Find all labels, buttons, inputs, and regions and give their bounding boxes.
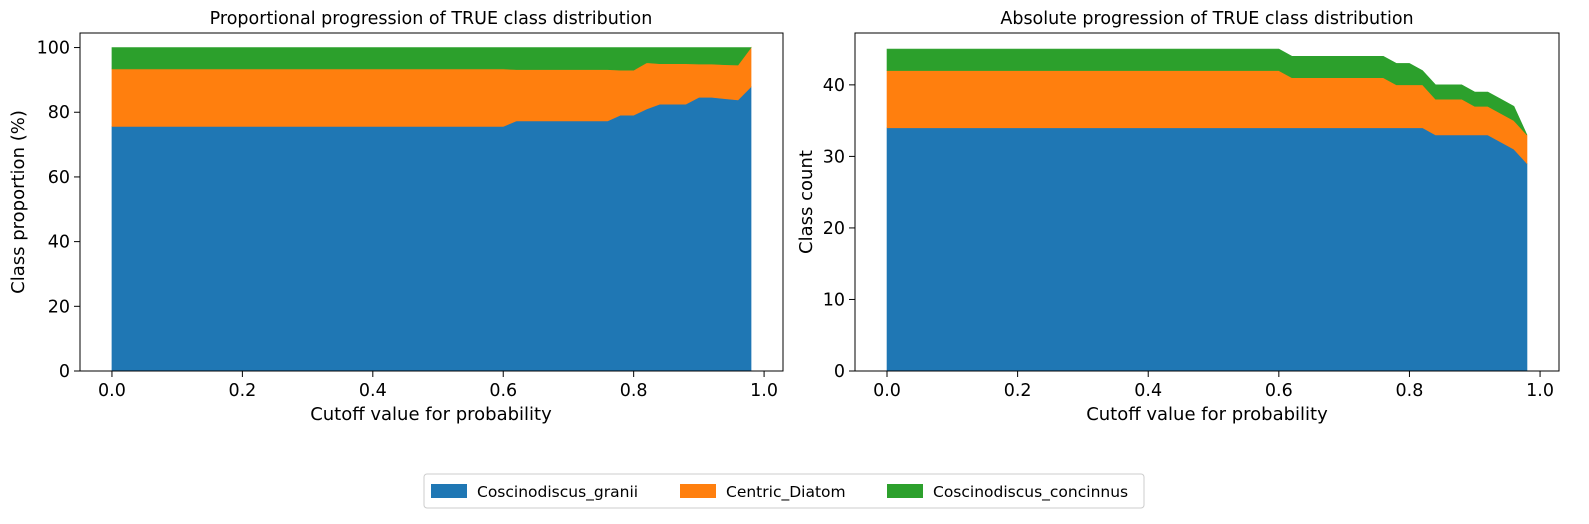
x-axis-ticks: 0.0 0.2 0.4 0.6 0.8 1.0 bbox=[98, 371, 778, 401]
x-axis-label: Cutoff value for probability bbox=[1086, 404, 1328, 425]
x-axis-label: Cutoff value for probability bbox=[310, 404, 552, 425]
y-tick-label: 60 bbox=[48, 168, 70, 188]
y-tick-label: 100 bbox=[37, 39, 70, 59]
y-tick-label: 40 bbox=[823, 76, 845, 96]
x-tick-label: 0.4 bbox=[359, 381, 387, 401]
legend-label: Coscinodiscus_granii bbox=[477, 483, 638, 502]
x-tick-label: 1.0 bbox=[750, 381, 778, 401]
absolute-chart: Absolute progression of TRUE class distr… bbox=[796, 9, 1560, 425]
x-tick-label: 0.6 bbox=[489, 381, 517, 401]
y-tick-label: 0 bbox=[834, 362, 845, 382]
legend-label: Centric_Diatom bbox=[726, 483, 846, 502]
y-axis-ticks: 0 10 20 30 40 bbox=[823, 76, 855, 382]
x-tick-label: 0.2 bbox=[228, 381, 256, 401]
y-tick-label: 80 bbox=[48, 103, 70, 123]
legend-swatch bbox=[887, 484, 923, 498]
x-tick-label: 0.4 bbox=[1134, 381, 1162, 401]
y-tick-label: 30 bbox=[823, 147, 845, 167]
legend-item: Centric_Diatom bbox=[680, 483, 846, 502]
area-series-3 bbox=[886, 48, 1528, 136]
legend-item: Coscinodiscus_concinnus bbox=[887, 483, 1128, 502]
y-tick-label: 20 bbox=[48, 297, 70, 317]
legend-swatch bbox=[680, 484, 716, 498]
y-tick-label: 40 bbox=[48, 233, 70, 253]
legend-label: Coscinodiscus_concinnus bbox=[933, 483, 1128, 502]
area-series-1 bbox=[111, 85, 752, 372]
x-tick-label: 0.2 bbox=[1004, 381, 1032, 401]
x-tick-label: 1.0 bbox=[1526, 381, 1554, 401]
area-series-3 bbox=[111, 47, 752, 71]
axes-frame bbox=[854, 32, 1560, 372]
y-axis-label: Class count bbox=[796, 150, 817, 254]
y-tick-label: 20 bbox=[823, 219, 845, 239]
x-axis-ticks: 0.0 0.2 0.4 0.6 0.8 1.0 bbox=[873, 371, 1554, 401]
x-tick-label: 0.8 bbox=[1396, 381, 1424, 401]
y-axis-ticks: 0 20 40 60 80 100 bbox=[37, 39, 80, 382]
plot-area bbox=[886, 48, 1528, 372]
legend-swatch bbox=[431, 484, 467, 498]
legend: Coscinodiscus_granii Centric_Diatom Cosc… bbox=[423, 473, 1145, 509]
x-tick-label: 0.0 bbox=[873, 381, 901, 401]
y-axis-label: Class proportion (%) bbox=[8, 110, 29, 294]
y-tick-label: 10 bbox=[823, 290, 845, 310]
plot-area bbox=[111, 46, 752, 372]
legend-item: Coscinodiscus_granii bbox=[431, 483, 638, 502]
y-tick-label: 0 bbox=[59, 362, 70, 382]
chart-title: Proportional progression of TRUE class d… bbox=[210, 9, 653, 29]
proportional-chart: Proportional progression of TRUE class d… bbox=[8, 9, 784, 425]
legend-frame bbox=[423, 473, 1145, 509]
x-tick-label: 0.8 bbox=[620, 381, 648, 401]
x-tick-label: 0.0 bbox=[98, 381, 126, 401]
x-tick-label: 0.6 bbox=[1265, 381, 1293, 401]
chart-title: Absolute progression of TRUE class distr… bbox=[1000, 9, 1413, 29]
area-series-1 bbox=[886, 127, 1528, 372]
axes-frame bbox=[79, 32, 784, 372]
